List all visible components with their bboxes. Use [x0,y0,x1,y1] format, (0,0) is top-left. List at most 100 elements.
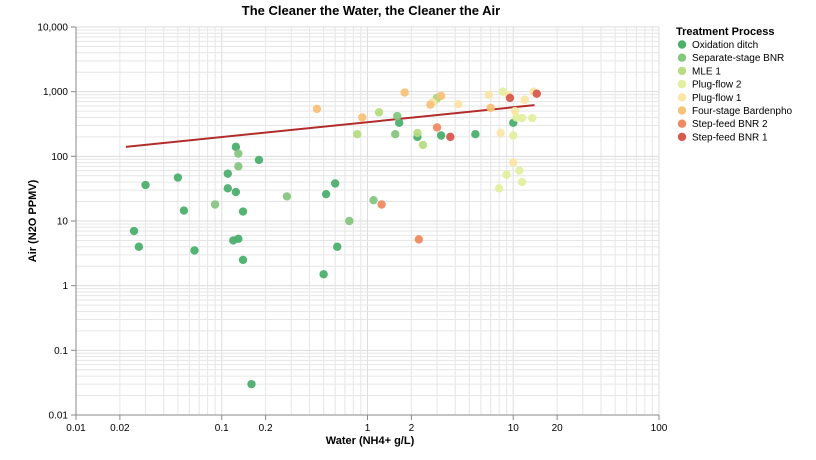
data-point [345,216,354,226]
y-tick-label: 0.1 [54,346,68,357]
data-point [190,246,199,255]
data-point [377,200,386,209]
data-point [234,149,243,158]
x-tick-label: 10 [508,423,520,434]
data-point [418,140,428,150]
data-point [436,91,446,101]
data-point [312,104,322,114]
legend-swatch [677,119,687,128]
data-point [179,206,189,215]
data-point [520,95,529,104]
legend-label: Step-feed BNR 2 [692,119,768,130]
data-point [129,226,139,236]
data-point [247,379,256,389]
legend-label: MLE 1 [692,66,721,77]
data-point [238,207,248,216]
data-point [358,113,367,122]
legend-swatch [677,40,687,49]
x-tick-label: 0.1 [215,423,229,434]
data-point [223,184,232,193]
chart-title: The Cleaner the Water, the Cleaner the A… [242,3,500,18]
data-point [509,131,518,140]
legend-label: Plug-flow 2 [692,80,742,91]
data-point [471,129,480,139]
legend-label: Plug-flow 1 [692,93,742,104]
data-point [141,180,150,190]
data-point [394,118,404,128]
y-tick-label: 1,000 [43,87,68,98]
x-tick-label: 20 [552,423,564,434]
data-point [282,192,292,201]
data-point [333,242,342,251]
data-point [321,189,331,199]
data-point [223,169,232,178]
data-points-layer [129,87,541,389]
legend-title: Treatment Process [676,26,774,38]
data-point [400,88,409,97]
data-point [414,235,424,244]
legend-swatch [677,132,687,142]
data-point [234,162,243,171]
data-point [393,111,402,121]
legend-swatch [677,93,687,102]
y-tick-label: 10,000 [37,23,68,34]
data-point [426,100,435,109]
data-point [391,129,400,139]
trend-line [125,104,535,148]
data-point [432,123,442,132]
data-point [517,177,527,187]
legend-label: Four-stage Bardenpho [692,106,793,117]
legend-label: Oxidation ditch [692,40,758,51]
data-point [454,100,463,109]
x-tick-label: 0.01 [66,423,86,434]
data-point [509,158,518,167]
y-axis-title: Air (N2O PPMV) [27,179,39,262]
legend-label: Separate-stage BNR [692,53,784,64]
data-point [496,128,505,138]
data-point [486,103,495,113]
x-tick-label: 1 [365,423,371,434]
trend-line-layer [125,104,535,148]
y-tick-label: 0.01 [49,411,69,422]
data-point [254,155,264,165]
data-point [134,242,144,251]
data-point [231,142,241,152]
legend-swatch [677,53,687,62]
data-point [446,132,455,142]
legend: Treatment Process Oxidation ditch Separat… [676,26,793,143]
legend-label: Step-feed BNR 1 [692,132,768,143]
data-point [528,113,537,123]
data-point [484,90,494,100]
data-point [374,108,384,117]
data-point [502,170,511,179]
data-point [173,173,183,182]
y-tick-label: 100 [51,152,68,163]
chart-gridlines [75,26,660,416]
data-point [353,129,362,139]
legend-swatch [677,66,687,76]
x-tick-label: 100 [651,423,668,434]
x-tick-label: 0.2 [259,423,273,434]
data-point [210,200,220,209]
data-point [369,195,378,205]
legend-swatch [677,79,687,89]
data-point [413,128,422,138]
data-point [231,187,241,197]
y-tick-label: 1 [62,281,68,292]
data-point [234,234,243,244]
chart-axes: 0.01 0.02 0.1 0.2 1 2 10 20 100 0.01 0.1 1 10 100 1,00… [37,23,667,435]
data-point [494,184,504,193]
y-tick-label: 10 [57,217,69,228]
data-point [515,166,524,175]
legend-swatch [677,106,687,115]
data-point [517,113,527,123]
data-point [532,89,541,98]
data-point [436,131,446,140]
data-point [238,255,248,265]
data-point [510,106,520,116]
x-tick-label: 0.02 [110,423,130,434]
x-axis-title: Water (NH4+ g/L) [326,435,415,447]
data-point [505,93,515,103]
data-point [330,179,340,188]
